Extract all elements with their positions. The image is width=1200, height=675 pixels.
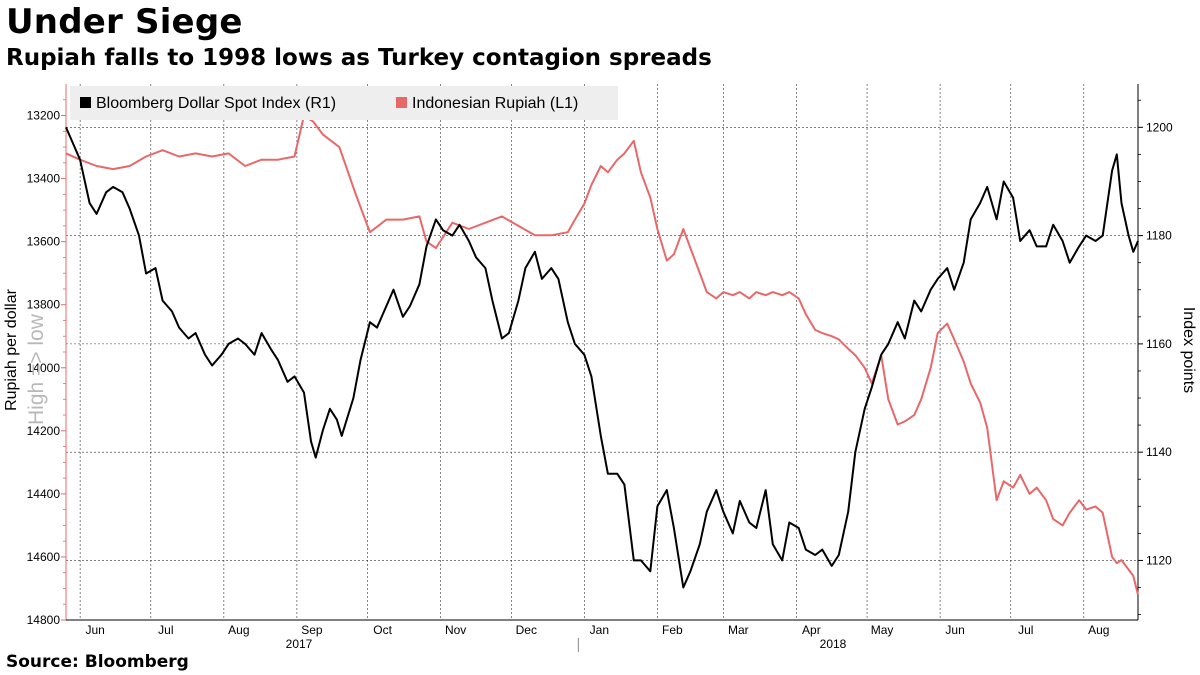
year-label-2017: 2017 bbox=[286, 637, 313, 651]
legend-label-rupiah: Indonesian Rupiah (L1) bbox=[412, 95, 578, 112]
left-tick-label: 14400 bbox=[27, 487, 61, 501]
left-tick-label: 14600 bbox=[27, 550, 61, 564]
axes: Jun Jul Aug Sep Oct Nov Dec Jan Feb Mar Apr May Jun J… bbox=[27, 84, 1173, 652]
x-tick-label: Apr bbox=[802, 623, 821, 637]
x-tick-label: Aug bbox=[228, 623, 249, 637]
right-tick-label: 1200 bbox=[1146, 120, 1173, 134]
left-tick-label: 14000 bbox=[27, 361, 61, 375]
left-axis-title: Rupiah per dollar bbox=[3, 288, 20, 411]
x-tick-label: Mar bbox=[728, 623, 749, 637]
left-tick-label: 14200 bbox=[27, 424, 61, 438]
left-tick-label: 13600 bbox=[27, 235, 61, 249]
x-tick-label: Jul bbox=[158, 623, 173, 637]
series-line-rupiah bbox=[65, 114, 1139, 596]
x-tick-label: Feb bbox=[662, 623, 683, 637]
source-note: Source: Bloomberg bbox=[6, 652, 189, 672]
right-tick-label: 1180 bbox=[1146, 229, 1172, 243]
x-tick-label: Dec bbox=[516, 623, 537, 637]
left-tick-label: 14800 bbox=[27, 613, 61, 627]
x-tick-label: Sep bbox=[301, 623, 323, 637]
x-tick-label: Aug bbox=[1088, 623, 1109, 637]
legend-swatch-dollar-index bbox=[80, 97, 91, 108]
right-axis-title: Index points bbox=[1180, 307, 1197, 393]
left-tick-label: 13800 bbox=[27, 298, 61, 312]
year-label-2018: 2018 bbox=[820, 637, 847, 651]
legend-background bbox=[70, 86, 618, 120]
chart-title: Under Siege bbox=[6, 2, 243, 42]
x-tick-label: Jan bbox=[590, 623, 609, 637]
chart-subtitle: Rupiah falls to 1998 lows as Turkey cont… bbox=[6, 45, 712, 71]
right-tick-label: 1160 bbox=[1146, 337, 1172, 351]
grid-lines bbox=[66, 84, 1138, 620]
legend-label-dollar-index: Bloomberg Dollar Spot Index (R1) bbox=[96, 95, 336, 112]
left-tick-label: 13200 bbox=[27, 109, 61, 123]
x-tick-label: Nov bbox=[445, 623, 466, 637]
x-tick-label: Jul bbox=[1018, 623, 1033, 637]
x-tick-label: Jun bbox=[85, 623, 104, 637]
series-lines bbox=[65, 114, 1139, 596]
series-line-dollar-index bbox=[65, 126, 1139, 589]
high-low-annotation: High => low bbox=[25, 313, 48, 425]
legend-swatch-rupiah bbox=[396, 97, 407, 108]
x-tick-label: May bbox=[871, 623, 894, 637]
right-tick-label: 1120 bbox=[1146, 553, 1172, 567]
right-tick-label: 1140 bbox=[1146, 445, 1172, 459]
x-tick-label: Oct bbox=[373, 623, 392, 637]
left-tick-label: 13400 bbox=[27, 172, 61, 186]
x-tick-label: Jun bbox=[945, 623, 964, 637]
legend: Bloomberg Dollar Spot Index (R1) Indones… bbox=[70, 86, 618, 120]
